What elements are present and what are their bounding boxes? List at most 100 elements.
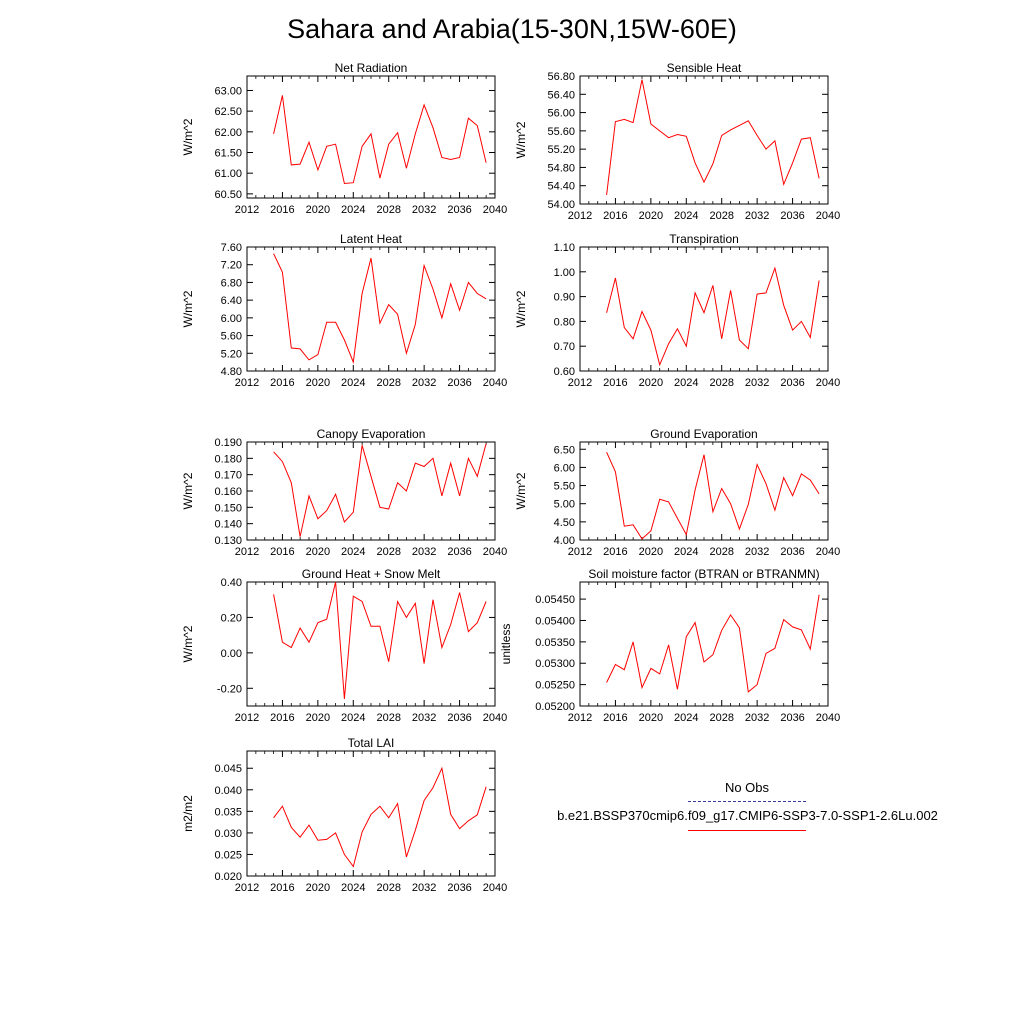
y-tick-label: 56.40: [547, 89, 575, 101]
y-tick-label: 0.130: [214, 535, 242, 547]
y-tick-label: 56.80: [547, 71, 575, 83]
x-tick-label: 2016: [603, 712, 627, 724]
x-tick-label: 2020: [306, 204, 330, 216]
y-tick-label: 0.040: [214, 785, 242, 797]
x-tick-label: 2012: [235, 204, 259, 216]
y-tick-label: 0.05200: [535, 701, 575, 713]
x-tick-label: 2036: [447, 377, 471, 389]
y-axis-label: unitless: [499, 624, 513, 665]
x-tick-label: 2032: [745, 210, 769, 222]
y-tick-label: 0.020: [214, 871, 242, 883]
y-tick-label: 0.160: [214, 486, 242, 498]
y-tick-label: 60.50: [214, 189, 242, 201]
y-tick-label: 55.60: [547, 126, 575, 138]
y-tick-label: 55.20: [547, 144, 575, 156]
chart-panel: Ground Evaporation W/m^2 2012 2016 2020 2024 2…: [514, 427, 840, 558]
chart-panel: Total LAI m2/m2 2012 2016 2020 2024 2028 2032 20…: [181, 736, 507, 894]
chart-panel: Sensible Heat W/m^2 2012 2016 2020 2024 2028 20…: [514, 61, 840, 222]
series-line: [273, 443, 487, 537]
legend-obs-line: [688, 801, 806, 802]
x-tick-label: 2040: [483, 882, 507, 894]
y-axis-label: W/m^2: [514, 472, 528, 509]
x-tick-label: 2024: [341, 882, 365, 894]
series-line: [606, 266, 820, 367]
x-tick-label: 2024: [674, 712, 698, 724]
x-tick-label: 2032: [745, 712, 769, 724]
x-tick-label: 2032: [745, 377, 769, 389]
y-tick-label: 5.60: [221, 331, 242, 343]
panel-title: Ground Heat + Snow Melt: [302, 567, 441, 581]
x-tick-label: 2016: [603, 377, 627, 389]
panel-title: Latent Heat: [340, 232, 403, 246]
y-tick-label: 0.20: [221, 612, 242, 624]
y-tick-label: 5.00: [554, 499, 575, 511]
x-tick-label: 2012: [568, 210, 592, 222]
y-axis-label: W/m^2: [181, 625, 195, 662]
y-tick-label: 0.180: [214, 453, 242, 465]
y-tick-label: 0.05350: [535, 637, 575, 649]
series-line: [606, 594, 820, 693]
y-tick-label: 0.40: [221, 577, 242, 589]
y-tick-label: 54.40: [547, 181, 575, 193]
x-tick-label: 2028: [376, 546, 400, 558]
x-tick-label: 2012: [235, 546, 259, 558]
plot-frame: [246, 246, 496, 372]
x-tick-label: 2028: [709, 712, 733, 724]
x-tick-label: 2036: [447, 712, 471, 724]
x-tick-label: 2040: [816, 712, 840, 724]
x-tick-label: 2032: [412, 377, 436, 389]
x-tick-label: 2012: [568, 377, 592, 389]
x-tick-label: 2016: [270, 204, 294, 216]
y-tick-label: 0.90: [554, 292, 575, 304]
x-tick-label: 2032: [745, 546, 769, 558]
y-tick-label: 6.00: [221, 313, 242, 325]
x-tick-label: 2024: [674, 210, 698, 222]
y-tick-label: 0.190: [214, 437, 242, 449]
x-tick-label: 2040: [816, 546, 840, 558]
y-tick-label: 0.80: [554, 316, 575, 328]
legend-obs-label: No Obs: [724, 780, 770, 795]
x-tick-label: 2028: [376, 204, 400, 216]
x-tick-label: 2016: [270, 377, 294, 389]
legend-series-line: [688, 830, 806, 831]
y-tick-label: 7.20: [221, 260, 242, 272]
x-tick-label: 2016: [270, 882, 294, 894]
x-tick-label: 2028: [376, 377, 400, 389]
page-title: Sahara and Arabia(15-30N,15W-60E): [287, 14, 737, 44]
chart-panel: Transpiration W/m^2 2012 2016 2020 2024 2028 20…: [514, 232, 840, 389]
y-tick-label: 0.05250: [535, 680, 575, 692]
panel-title: Soil moisture factor (BTRAN or BTRANMN): [588, 567, 819, 581]
x-tick-label: 2016: [603, 546, 627, 558]
chart-panel: Ground Heat + Snow Melt W/m^2 2012 2016 2020…: [181, 567, 507, 724]
y-tick-label: 4.50: [554, 517, 575, 529]
y-tick-label: 0.045: [214, 763, 242, 775]
y-axis-label: m2/m2: [181, 795, 195, 832]
x-tick-label: 2020: [306, 377, 330, 389]
y-tick-label: 0.025: [214, 849, 242, 861]
x-tick-label: 2016: [603, 210, 627, 222]
x-tick-label: 2020: [639, 546, 663, 558]
y-tick-label: 54.80: [547, 162, 575, 174]
series-line: [273, 766, 487, 868]
y-tick-label: 54.00: [547, 199, 575, 211]
x-tick-label: 2036: [447, 882, 471, 894]
panel-title: Transpiration: [669, 232, 739, 246]
chart-panel: Net Radiation W/m^2 2012 2016 2020 2024 2028 20…: [181, 61, 507, 216]
x-tick-label: 2024: [341, 546, 365, 558]
panel-title: Ground Evaporation: [650, 427, 757, 441]
x-tick-label: 2040: [816, 377, 840, 389]
x-tick-label: 2020: [639, 377, 663, 389]
chart-panel: Canopy Evaporation W/m^2 2012 2016 2020 2024 2…: [181, 427, 507, 558]
x-tick-label: 2032: [412, 712, 436, 724]
x-tick-label: 2024: [341, 712, 365, 724]
y-tick-label: 0.05300: [535, 658, 575, 670]
y-tick-label: 4.80: [221, 366, 242, 378]
panel-title: Net Radiation: [335, 61, 408, 75]
panel-title: Sensible Heat: [667, 61, 742, 75]
y-tick-label: 5.20: [221, 348, 242, 360]
legend-series-label: b.e21.BSSP370cmip6.f09_g17.CMIP6-SSP3-7.…: [557, 808, 938, 823]
x-tick-label: 2028: [709, 210, 733, 222]
y-axis-label: W/m^2: [514, 121, 528, 158]
x-tick-label: 2036: [780, 210, 804, 222]
x-tick-label: 2024: [341, 204, 365, 216]
